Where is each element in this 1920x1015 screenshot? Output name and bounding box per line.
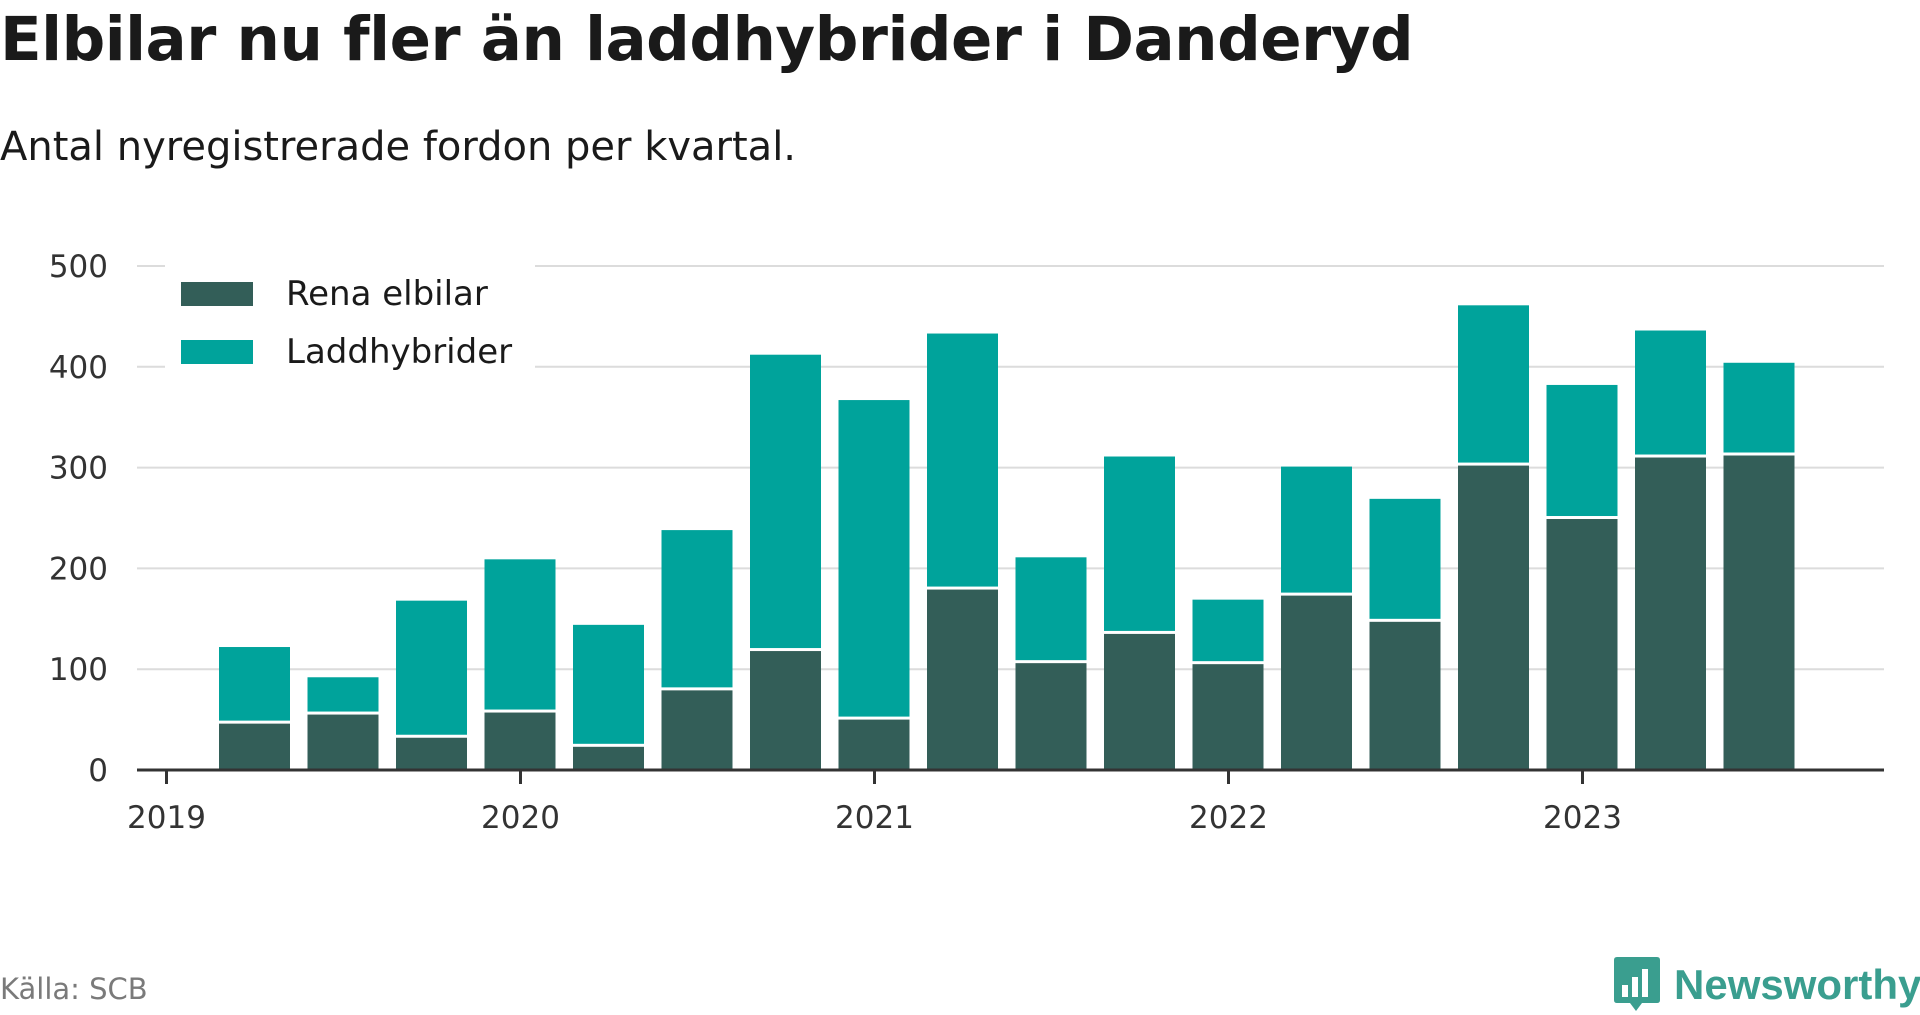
x-tick-label-2022: 2022 (1189, 800, 1268, 836)
bar-laddhybrider-2021-q3 (1015, 557, 1087, 661)
bar-laddhybrider-2021-q4 (1104, 456, 1175, 631)
bar-laddhybrider-2020-q1 (484, 559, 556, 710)
source-note: Källa: SCB (0, 972, 148, 1006)
chart-subtitle: Antal nyregistrerade fordon per kvartal. (0, 124, 797, 170)
bar-rena-elbilar-2021-q2 (927, 589, 998, 770)
chart-title: Elbilar nu fler än laddhybrider i Dander… (0, 4, 1414, 75)
bar-rena-elbilar-2022-q4 (1458, 465, 1529, 770)
bar-rena-elbilar-2019-q2 (219, 723, 290, 770)
bar-rena-elbilar-2020-q4 (750, 651, 821, 770)
bar-laddhybrider-2023-q2 (1635, 330, 1706, 455)
bar-chart-speech-bubble-icon (1614, 957, 1660, 1011)
x-tick-label-2021: 2021 (835, 800, 914, 836)
bar-laddhybrider-2022-q3 (1369, 498, 1441, 619)
bar-laddhybrider-2019-q3 (307, 677, 379, 712)
y-tick-label-300: 300 (49, 451, 108, 487)
legend-label-laddhybrider: Laddhybrider (286, 332, 512, 372)
bar-laddhybrider-2023-q3 (1723, 362, 1795, 453)
bar-rena-elbilar-2022-q1 (1192, 664, 1264, 770)
bar-rena-elbilar-2019-q4 (396, 737, 467, 770)
x-tick-label-2023: 2023 (1543, 800, 1622, 836)
x-tick-label-2019: 2019 (127, 800, 206, 836)
bars (219, 305, 1795, 770)
y-tick-label-200: 200 (49, 551, 108, 587)
legend: Rena elbilar Laddhybrider (165, 262, 535, 377)
y-tick-label-400: 400 (49, 350, 108, 386)
y-tick-label-500: 500 (49, 249, 108, 285)
bar-laddhybrider-2021-q1 (838, 400, 910, 717)
bar-laddhybrider-2022-q4 (1458, 305, 1529, 463)
bar-laddhybrider-2020-q2 (573, 624, 644, 744)
bar-rena-elbilar-2020-q3 (661, 690, 733, 770)
bar-laddhybrider-2023-q1 (1546, 384, 1618, 517)
legend-swatch-laddhybrider (181, 340, 253, 364)
bar-rena-elbilar-2019-q3 (307, 714, 379, 770)
brand-name: Newsworthy (1674, 961, 1920, 1008)
stacked-bar-chart: 0 100 200 300 400 500 2019 2020 2021 2022 2023 Ren… (49, 249, 1884, 836)
bar-rena-elbilar-2021-q4 (1104, 633, 1175, 770)
bar-rena-elbilar-2020-q1 (484, 712, 556, 770)
bar-laddhybrider-2022-q2 (1281, 466, 1352, 593)
legend-swatch-rena-elbilar (181, 282, 253, 306)
x-tick-label-2020: 2020 (481, 800, 560, 836)
bar-rena-elbilar-2021-q1 (838, 719, 910, 770)
bar-rena-elbilar-2020-q2 (573, 746, 644, 770)
y-tick-label-100: 100 (49, 652, 108, 688)
bar-laddhybrider-2019-q2 (219, 647, 290, 721)
bar-laddhybrider-2020-q3 (661, 530, 733, 688)
y-tick-label-0: 0 (88, 753, 108, 789)
bar-laddhybrider-2022-q1 (1192, 599, 1264, 662)
legend-label-rena-elbilar: Rena elbilar (286, 274, 488, 314)
bar-rena-elbilar-2023-q3 (1723, 455, 1795, 770)
brand-logo: Newsworthy (1612, 955, 1920, 1015)
bar-rena-elbilar-2023-q2 (1635, 457, 1706, 770)
bar-laddhybrider-2019-q4 (396, 600, 467, 735)
bar-rena-elbilar-2022-q3 (1369, 621, 1441, 770)
bar-rena-elbilar-2022-q2 (1281, 595, 1352, 770)
bar-laddhybrider-2020-q4 (750, 354, 821, 649)
bar-rena-elbilar-2023-q1 (1546, 519, 1618, 770)
bar-laddhybrider-2021-q2 (927, 333, 998, 587)
bar-rena-elbilar-2021-q3 (1015, 663, 1087, 770)
axes: 0 100 200 300 400 500 2019 2020 2021 2022 2023 (49, 249, 1884, 836)
